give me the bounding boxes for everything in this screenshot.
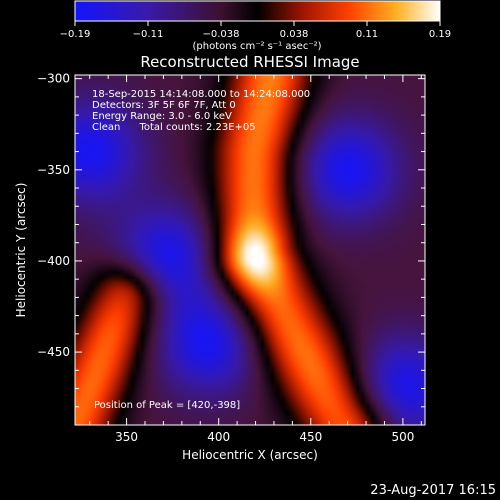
colorbar-ticks: −0.19 −0.11 −0.038 0.038 0.11 0.19 — [60, 21, 451, 40]
footer-timestamp: 23-Aug-2017 16:15 — [370, 483, 496, 498]
annotation-time-range: 18-Sep-2015 14:14:08.000 to 14:24:08.000 — [92, 89, 310, 100]
colorbar-tick-label: 0.038 — [280, 29, 309, 40]
y-tick-label: −300 — [37, 72, 70, 86]
y-tick-label: −450 — [37, 345, 70, 359]
annotation-detectors: Detectors: 3F 5F 6F 7F, Att 0 — [92, 100, 236, 111]
x-tick-label: 350 — [115, 430, 138, 444]
colorbar-tick-label: −0.11 — [133, 29, 164, 40]
heatmap-image — [75, 75, 425, 425]
plot-frame — [74, 74, 426, 426]
heatmap-raster — [75, 75, 425, 425]
x-tick-label: 500 — [391, 430, 414, 444]
colorbar: −0.19 −0.11 −0.038 0.038 0.11 0.19 (photons c… — [60, 0, 451, 52]
colorbar-tick-label: 0.19 — [429, 29, 451, 40]
colorbar-tick-label: 0.11 — [356, 29, 378, 40]
annotation-energy-range: Energy Range: 3.0 - 6.0 keV — [92, 111, 232, 122]
chart-title: Reconstructed RHESSI Image — [140, 53, 359, 71]
x-tick-label: 450 — [299, 430, 322, 444]
colorbar-tick-label: −0.038 — [202, 29, 239, 40]
y-tick-label: −400 — [37, 254, 70, 268]
plot-annotations: 18-Sep-2015 14:14:08.000 to 14:24:08.000… — [92, 89, 310, 411]
colorbar-unit-label: (photons cm⁻² s⁻¹ asec⁻²) — [192, 41, 321, 52]
y-tick-label: −350 — [37, 163, 70, 177]
y-axis-label: Heliocentric Y (arcsec) — [14, 183, 28, 318]
colorbar-tick-label: −0.19 — [60, 29, 91, 40]
annotation-clean-counts: Clean Total counts: 2.23E+05 — [92, 122, 256, 133]
annotation-peak-position: Position of Peak = [420,-398] — [94, 400, 240, 411]
axis-ticks: 350 400 450 500 −300 −350 −400 −450 — [37, 72, 425, 444]
x-tick-label: 400 — [207, 430, 230, 444]
colorbar-gradient — [74, 0, 441, 22]
x-axis-label: Heliocentric X (arcsec) — [182, 448, 318, 462]
